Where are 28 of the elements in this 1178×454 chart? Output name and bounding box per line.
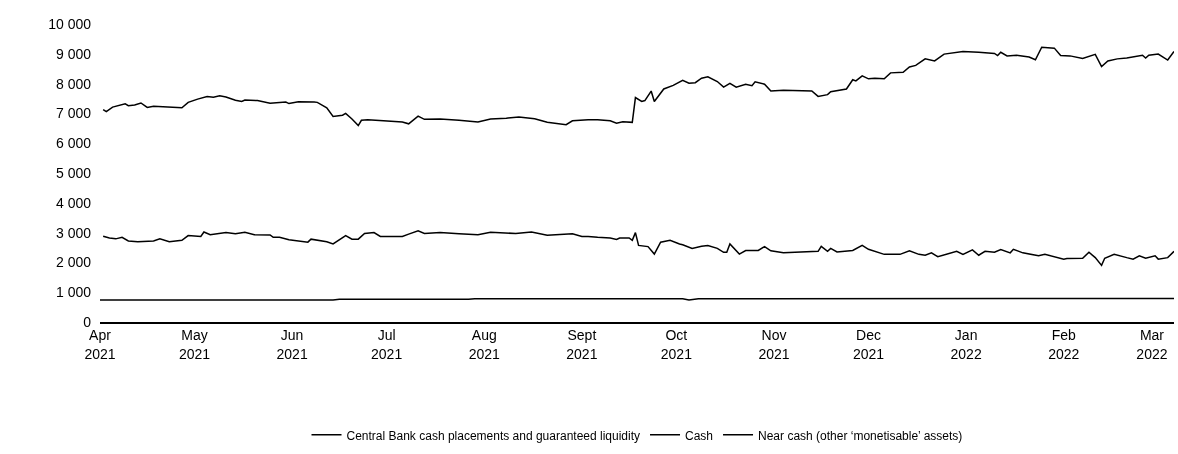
y-tick-label: 3 000 xyxy=(55,224,92,241)
x-tick-label: Jul 2021 xyxy=(371,327,403,362)
y-tick-label: 2 000 xyxy=(55,254,92,271)
x-tick-label: May 2021 xyxy=(178,327,211,362)
x-tick-label: Feb 2022 xyxy=(1048,327,1080,362)
x-tick-label: Apr 2021 xyxy=(84,327,116,362)
x-tick-label: Jan 2022 xyxy=(950,327,982,362)
x-tick-label: Mar 2022 xyxy=(1136,327,1168,362)
y-tick-label: 5 000 xyxy=(55,164,92,181)
y-tick-label: 8 000 xyxy=(55,75,92,92)
legend-label: Cash xyxy=(685,428,714,443)
y-tick-label: 0 xyxy=(83,313,92,330)
y-tick-label: 6 000 xyxy=(55,135,92,152)
y-tick-label: 1 000 xyxy=(55,284,92,301)
x-tick-label: Dec 2021 xyxy=(852,327,885,362)
legend-label: Central Bank cash placements and guaranteed liquidity xyxy=(346,428,641,443)
x-tick-label: Aug 2021 xyxy=(468,327,501,362)
x-tick-label: Oct 2021 xyxy=(660,327,693,362)
line-series xyxy=(102,46,1174,127)
line-series xyxy=(102,230,1174,267)
x-tick-label: Nov 2021 xyxy=(758,327,790,362)
y-tick-label: 7 000 xyxy=(55,105,92,122)
y-tick-label: 4 000 xyxy=(55,194,92,211)
y-tick-label: 10 000 xyxy=(48,15,92,32)
x-tick-label: Jun 2021 xyxy=(276,327,308,362)
x-tick-label: Sept 2021 xyxy=(566,327,598,362)
legend-label: Near cash (other ‘monetisable’ assets) xyxy=(758,428,963,443)
y-tick-label: 9 000 xyxy=(55,45,92,62)
